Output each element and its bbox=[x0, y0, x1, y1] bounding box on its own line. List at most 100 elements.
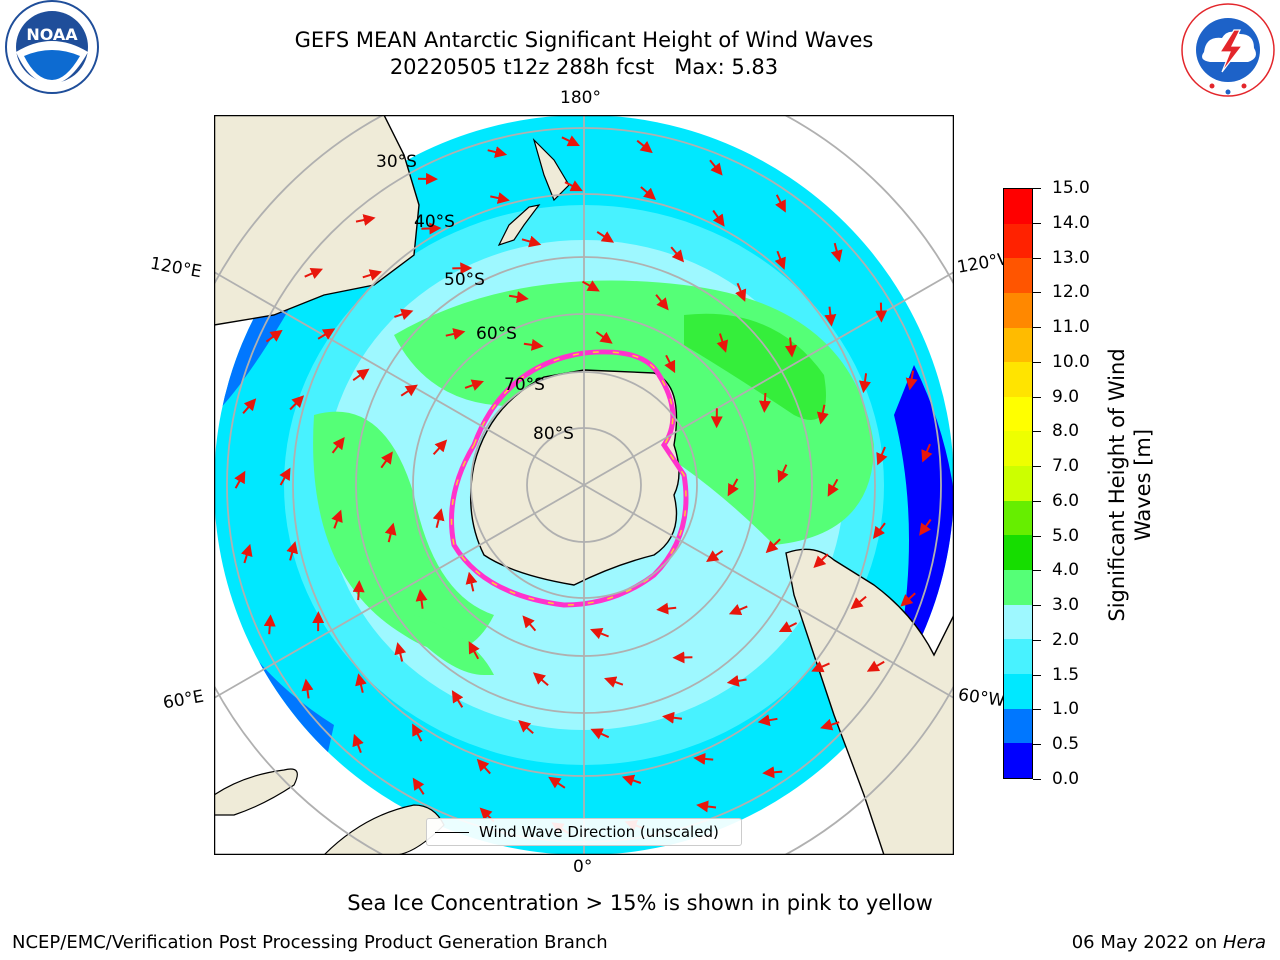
colorbar-tick-label: 6.0 bbox=[1052, 490, 1080, 511]
lon-label-60e: 60°E bbox=[161, 686, 206, 714]
wind-wave-arrow bbox=[355, 673, 367, 693]
wind-wave-arrow bbox=[263, 614, 276, 635]
sea-ice-note: Sea Ice Concentration > 15% is shown in … bbox=[347, 891, 933, 915]
footer-date-text: 06 May 2022 on bbox=[1071, 932, 1223, 953]
colorbar-tick-label: 8.0 bbox=[1052, 421, 1080, 442]
colorbar-segment bbox=[1004, 570, 1032, 605]
wind-wave-arrow bbox=[394, 642, 407, 662]
noaa-logo-text: NOAA bbox=[26, 25, 78, 44]
wind-wave-arrow bbox=[664, 354, 676, 374]
wind-wave-arrow bbox=[317, 328, 336, 340]
lat-label-60s: 60°S bbox=[476, 324, 517, 344]
land-new-zealand-south bbox=[497, 204, 541, 247]
colorbar-tick-label: 1.5 bbox=[1052, 664, 1080, 685]
colorbar-segment bbox=[1004, 327, 1032, 363]
colorbar-tick-label: 2.0 bbox=[1052, 629, 1080, 650]
land-antarctica bbox=[470, 369, 680, 586]
wind-wave-arrow bbox=[693, 752, 714, 765]
wind-wave-arrow bbox=[522, 615, 537, 632]
lon-label-60w: 60°W bbox=[956, 684, 1005, 712]
wind-wave-arrow bbox=[640, 186, 657, 201]
wind-wave-arrow bbox=[490, 192, 510, 204]
wind-wave-arrow bbox=[712, 209, 725, 227]
wind-wave-arrow bbox=[464, 379, 484, 391]
wind-wave-arrow bbox=[242, 398, 257, 414]
wind-wave-arrow bbox=[775, 194, 786, 213]
wind-wave-arrow bbox=[596, 231, 615, 243]
wind-wave-arrow bbox=[301, 678, 314, 699]
wind-wave-arrow bbox=[778, 621, 798, 633]
wind-wave-arrow bbox=[757, 714, 778, 727]
land-australia bbox=[214, 115, 420, 326]
colorbar-segment bbox=[1004, 223, 1032, 259]
wind-wave-arrow bbox=[432, 439, 448, 455]
colorbar-segment bbox=[1004, 743, 1032, 778]
colorbar-segment bbox=[1004, 396, 1032, 432]
colorbar-tick-label: 5.0 bbox=[1052, 525, 1080, 546]
colorbar-title: Significant Height of Wind Waves [m] bbox=[1105, 348, 1155, 621]
colorbar-tick-label: 14.0 bbox=[1052, 212, 1090, 233]
colorbar-tick-mark bbox=[1033, 744, 1041, 746]
wind-wave-arrow bbox=[415, 588, 428, 609]
colorbar-tick-mark bbox=[1033, 327, 1041, 329]
wind-wave-arrow bbox=[824, 306, 837, 327]
lat-label-40s: 40°S bbox=[414, 212, 455, 232]
wind-wave-arrow bbox=[706, 549, 724, 562]
wind-wave-arrow bbox=[521, 235, 542, 248]
wind-wave-arrow bbox=[716, 333, 729, 353]
wind-wave-arrow bbox=[604, 676, 624, 688]
wind-wave-arrow bbox=[582, 280, 600, 292]
chart-title: GEFS MEAN Antarctic Significant Height o… bbox=[294, 28, 874, 52]
colorbar-tick-label: 12.0 bbox=[1052, 282, 1090, 303]
wind-wave-arrow bbox=[352, 368, 370, 382]
colorbar-tick-mark bbox=[1033, 292, 1041, 294]
colorbar-tick-label: 1.0 bbox=[1052, 699, 1080, 720]
wind-wave-arrow bbox=[487, 146, 508, 158]
wind-wave-arrow bbox=[735, 282, 747, 302]
wind-wave-arrow bbox=[590, 627, 609, 640]
wind-wave-arrow bbox=[811, 661, 830, 673]
footer-host: Hera bbox=[1222, 932, 1266, 953]
wind-wave-arrow bbox=[709, 159, 723, 176]
wind-wave-arrow bbox=[331, 437, 345, 454]
wind-wave-arrow bbox=[412, 723, 423, 742]
lon-label-120e: 120°E bbox=[148, 253, 204, 283]
wind-wave-arrow bbox=[304, 268, 323, 280]
wind-wave-arrow bbox=[564, 180, 583, 192]
wind-wave-arrow bbox=[727, 478, 739, 497]
wind-wave-arrow bbox=[590, 728, 610, 740]
colorbar-tick-mark bbox=[1033, 396, 1041, 398]
colorbar-tick-label: 0.5 bbox=[1052, 734, 1080, 755]
colorbar-segment bbox=[1004, 189, 1032, 224]
colorbar-segment bbox=[1004, 431, 1032, 467]
wind-wave-arrow bbox=[820, 718, 840, 731]
colorbar-segment bbox=[1004, 639, 1032, 674]
wind-wave-arrow bbox=[468, 641, 480, 660]
colorbar-tick-mark bbox=[1033, 222, 1041, 224]
wind-wave-arrow bbox=[919, 518, 932, 536]
wind-wave-arrow bbox=[355, 214, 376, 226]
wind-wave-arrow bbox=[412, 777, 425, 795]
lon-label-0: 0° bbox=[573, 857, 593, 877]
colorbar-tick-mark bbox=[1033, 188, 1041, 189]
wind-wave-arrow bbox=[696, 800, 717, 813]
wind-wave-arrow bbox=[352, 733, 364, 753]
wind-wave-arrow bbox=[352, 580, 365, 601]
lat-label-80s: 80°S bbox=[533, 424, 574, 444]
colorbar-segment bbox=[1004, 708, 1032, 744]
wind-wave-arrow bbox=[636, 139, 653, 154]
wind-wave-arrow bbox=[813, 553, 829, 569]
wind-wave-arrow bbox=[621, 774, 642, 787]
map-legend: Wind Wave Direction (unscaled) bbox=[426, 818, 742, 846]
wind-wave-direction-arrows bbox=[234, 135, 933, 834]
footer-date: 06 May 2022 on Hera bbox=[1072, 932, 1266, 953]
colorbar-tick-label: 3.0 bbox=[1052, 595, 1080, 616]
wind-wave-arrow bbox=[816, 404, 829, 425]
colorbar-tick-mark bbox=[1033, 500, 1041, 502]
colorbar-tick-label: 11.0 bbox=[1052, 317, 1090, 338]
lat-lon-grid bbox=[214, 115, 954, 855]
lat-label-70s: 70°S bbox=[504, 375, 545, 395]
wind-wave-arrow bbox=[758, 392, 771, 413]
colorbar-segment bbox=[1004, 500, 1032, 536]
colorbar-segment bbox=[1004, 292, 1032, 328]
